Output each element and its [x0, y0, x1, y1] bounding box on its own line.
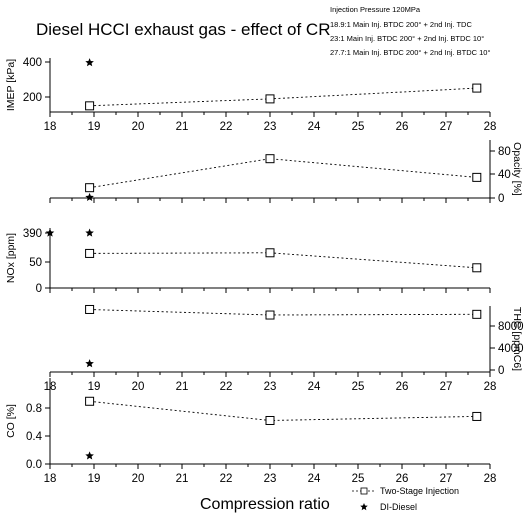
- data-point-two-stage: [265, 154, 275, 164]
- x-tick-label: 20: [132, 473, 145, 485]
- data-point-two-stage: [85, 101, 95, 111]
- panel-2: 0 40 80 Opacity [%]: [49, 140, 523, 205]
- x-tick-label: 18: [44, 473, 57, 485]
- y-axis-title: Opacity [%]: [511, 142, 523, 196]
- annotation-line: 18.9:1 Main Inj. BTDC 200° + 2nd Inj. TD…: [330, 20, 472, 29]
- data-point-two-stage: [85, 396, 95, 406]
- panel-3: 0 50 390 NOx [ppm]: [5, 228, 491, 295]
- y-tick-label: 0.8: [26, 403, 42, 415]
- x-tick-label: 23: [264, 473, 277, 485]
- data-point-di-diesel: [45, 228, 55, 237]
- data-point-two-stage: [85, 304, 95, 314]
- x-tick-label: 24: [308, 121, 321, 133]
- panel-1: 200 400 IMEP [kPa] 18 19 20 21 22 23 24 25 26 27 28: [5, 57, 496, 133]
- y-axis-title: IMEP [kPa]: [5, 59, 17, 111]
- x-tick-label: 20: [132, 381, 145, 393]
- x-tick-label: 27: [440, 121, 453, 133]
- x-tick-label: 26: [396, 121, 409, 133]
- annotation-line: Injection Pressure 120MPa: [330, 5, 421, 14]
- y-tick-label: 400: [23, 57, 42, 69]
- x-tick-label: 25: [352, 121, 365, 133]
- x-tick-label: 24: [308, 473, 321, 485]
- y-tick-label: 40: [498, 169, 511, 181]
- y-tick-label: 50: [29, 257, 42, 269]
- chart-title: Diesel HCCI exhaust gas - effect of CR: [36, 20, 330, 39]
- x-tick-label: 28: [484, 473, 497, 485]
- y-axis-title: THC [ppmC6]: [511, 307, 523, 371]
- panel-5: 0.0 0.4 0.8 CO [%] 18 19 20 21 22 23 24 25 26 27 28: [5, 378, 496, 485]
- x-tick-label: 24: [308, 381, 321, 393]
- legend-marker-di-diesel: [360, 503, 368, 511]
- x-tick-label: 22: [220, 473, 233, 485]
- x-tick-label: 19: [88, 381, 101, 393]
- y-tick-label: 80: [498, 146, 511, 158]
- series-line-two-stage: [89, 87, 477, 107]
- data-point-two-stage: [472, 83, 482, 93]
- series-line-two-stage: [89, 309, 477, 316]
- data-point-two-stage: [472, 172, 482, 182]
- data-point-two-stage: [265, 415, 275, 425]
- y-tick-label: 4000: [498, 343, 524, 355]
- x-tick-label: 23: [264, 121, 277, 133]
- y-tick-label: 0.0: [26, 459, 42, 471]
- data-point-two-stage: [265, 94, 275, 104]
- x-tick-label: 21: [176, 121, 189, 133]
- x-tick-label: 28: [484, 381, 497, 393]
- x-tick-label: 27: [440, 381, 453, 393]
- x-tick-label: 21: [176, 473, 189, 485]
- y-tick-label: 0: [498, 365, 504, 377]
- data-point-two-stage: [472, 263, 482, 273]
- x-tick-label: 21: [176, 381, 189, 393]
- x-tick-label: 28: [484, 121, 497, 133]
- y-tick-label: 8000: [498, 321, 524, 333]
- x-tick-label: 23: [264, 381, 277, 393]
- y-axis-title: CO [%]: [5, 404, 17, 438]
- y-tick-label: 0: [498, 193, 504, 205]
- x-tick-label: 25: [352, 473, 365, 485]
- y-tick-label: 0: [36, 283, 42, 295]
- data-point-two-stage: [265, 248, 275, 258]
- x-axis-title: Compression ratio: [200, 496, 330, 513]
- x-tick-label: 20: [132, 121, 145, 133]
- data-point-two-stage: [472, 411, 482, 421]
- data-point-di-diesel: [85, 228, 94, 237]
- series-line-two-stage: [89, 400, 477, 421]
- x-tick-label: 19: [88, 473, 101, 485]
- data-point-di-diesel: [85, 192, 94, 201]
- legend-label-two-stage: Two-Stage Injection: [380, 486, 459, 496]
- data-point-two-stage: [85, 248, 95, 258]
- x-tick-label: 22: [220, 381, 233, 393]
- annotation-line: 23:1 Main Inj. BTDC 200° + 2nd Inj. BTDC…: [330, 34, 484, 43]
- y-tick-label: 0.4: [26, 431, 43, 443]
- x-tick-label: 26: [396, 381, 409, 393]
- x-tick-label: 25: [352, 381, 365, 393]
- data-point-di-diesel: [85, 58, 94, 67]
- data-point-di-diesel: [85, 451, 94, 460]
- x-tick-label: 27: [440, 473, 453, 485]
- data-point-two-stage: [472, 309, 482, 319]
- data-point-two-stage: [265, 310, 275, 320]
- y-axis-title: NOx [ppm]: [5, 233, 17, 283]
- data-point-two-stage: [85, 183, 95, 193]
- data-point-di-diesel: [85, 359, 94, 368]
- x-tick-label: 19: [88, 121, 101, 133]
- y-tick-label: 200: [23, 92, 42, 104]
- x-tick-label: 18: [44, 121, 57, 133]
- legend-label-di-diesel: DI-Diesel: [380, 502, 417, 512]
- annotation-line: 27.7:1 Main Inj. BTDC 200° + 2nd Inj. BT…: [330, 48, 490, 57]
- legend-marker-two-stage: [360, 487, 368, 495]
- x-tick-label: 22: [220, 121, 233, 133]
- y-tick-label: 390: [23, 228, 42, 240]
- series-line-two-stage: [89, 252, 477, 269]
- x-tick-label: 26: [396, 473, 409, 485]
- annotation-block: Injection Pressure 120MPa 18.9:1 Main In…: [330, 5, 490, 57]
- series-line-two-stage: [89, 158, 477, 189]
- legend: Two-Stage Injection DI-Diesel: [352, 486, 459, 512]
